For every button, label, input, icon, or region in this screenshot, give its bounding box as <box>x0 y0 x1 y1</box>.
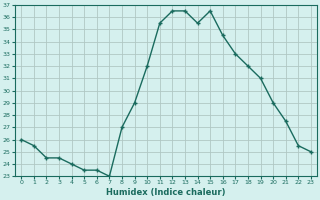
X-axis label: Humidex (Indice chaleur): Humidex (Indice chaleur) <box>106 188 226 197</box>
